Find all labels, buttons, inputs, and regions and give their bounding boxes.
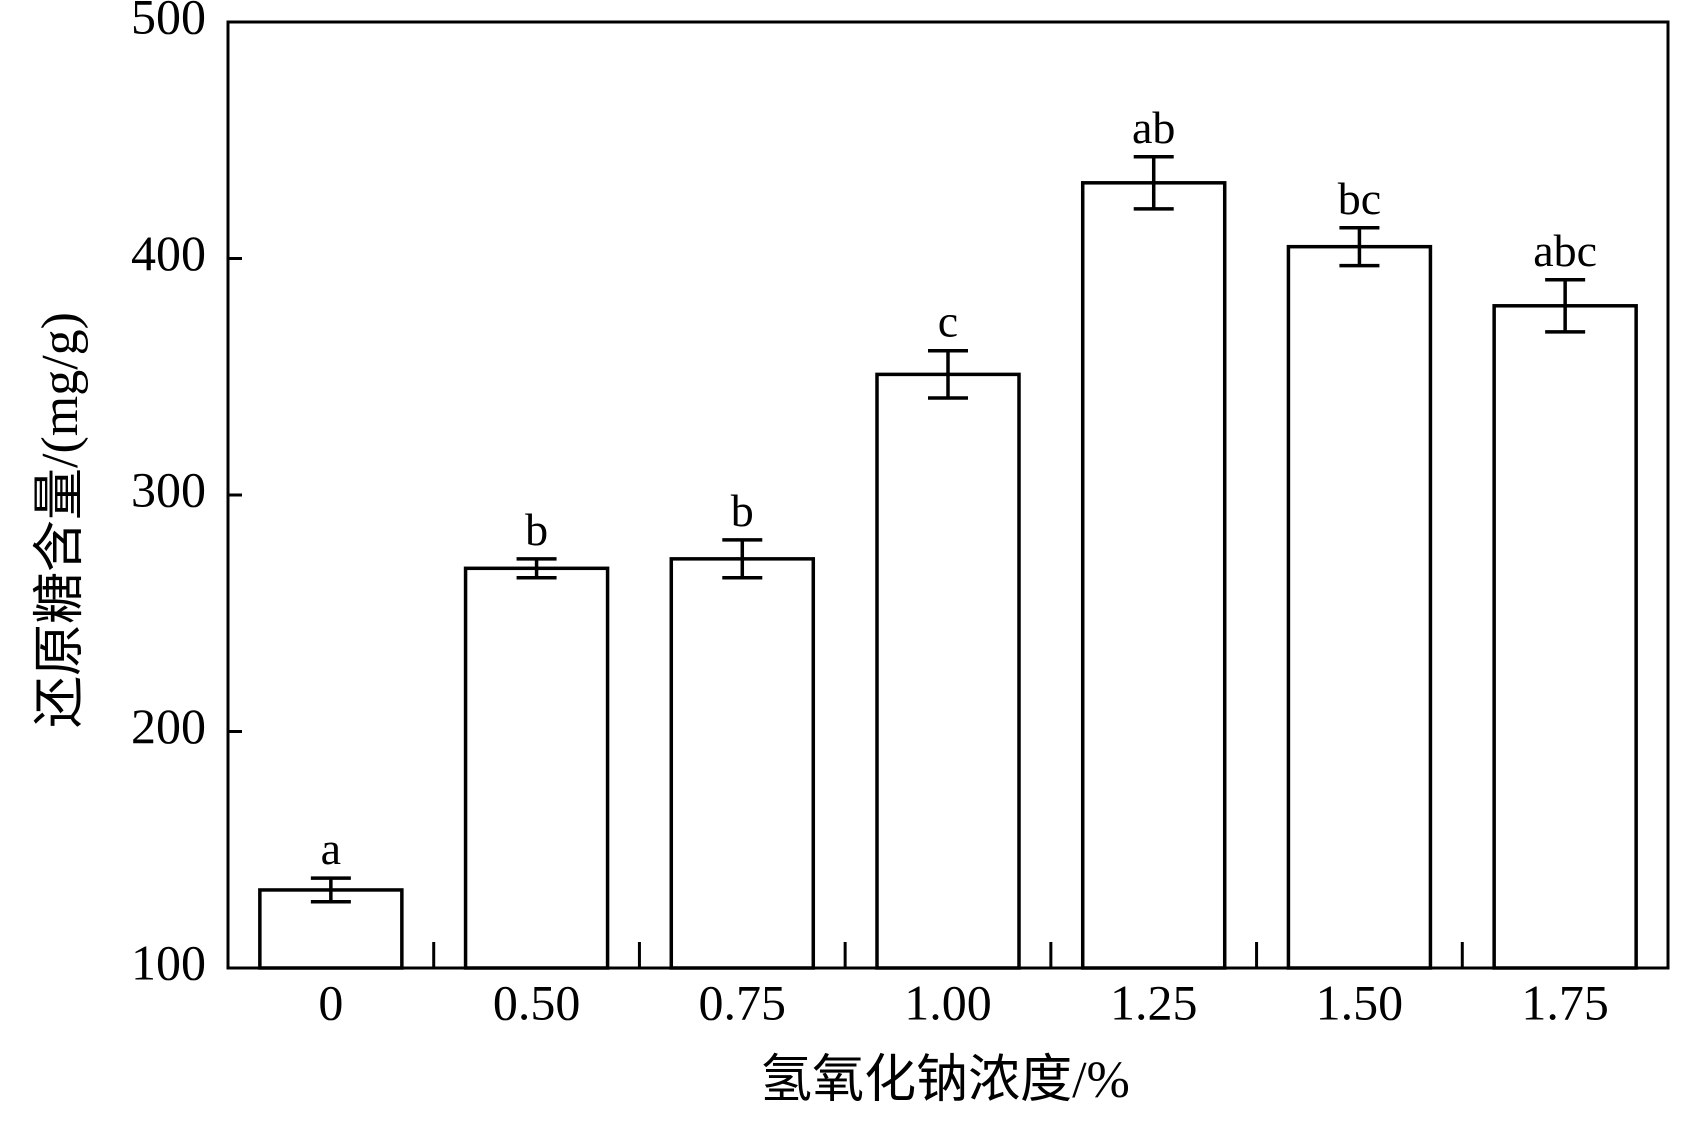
x-tick-label: 0: [318, 974, 343, 1030]
significance-label: abc: [1533, 225, 1597, 276]
x-tick-label: 0.50: [493, 974, 581, 1030]
y-tick-label: 100: [131, 934, 206, 990]
bar: [463, 566, 610, 970]
y-tick-label: 300: [131, 461, 206, 517]
significance-label: c: [938, 296, 958, 347]
x-tick-label: 1.00: [904, 974, 992, 1030]
x-tick-label: 1.75: [1521, 974, 1609, 1030]
bar: [1080, 181, 1227, 970]
x-tick-label: 1.50: [1316, 974, 1404, 1030]
x-axis-title: 氢氧化钠浓度/%: [760, 1052, 1130, 1109]
bar: [875, 372, 1021, 970]
y-tick-label: 200: [131, 698, 206, 754]
bar: [1492, 304, 1638, 970]
significance-label: b: [731, 485, 754, 536]
y-tick-label: 500: [131, 0, 206, 44]
y-axis-title: 还原糖含量/(mg/g): [32, 312, 89, 728]
significance-label: b: [525, 504, 548, 555]
bar: [669, 557, 816, 970]
x-tick-label: 1.25: [1110, 974, 1198, 1030]
significance-label: ab: [1132, 102, 1175, 153]
x-tick-label: 0.75: [699, 974, 787, 1030]
bar: [1286, 244, 1433, 970]
y-tick-label: 400: [131, 225, 206, 281]
significance-label: a: [321, 823, 341, 874]
significance-label: bc: [1338, 173, 1381, 224]
